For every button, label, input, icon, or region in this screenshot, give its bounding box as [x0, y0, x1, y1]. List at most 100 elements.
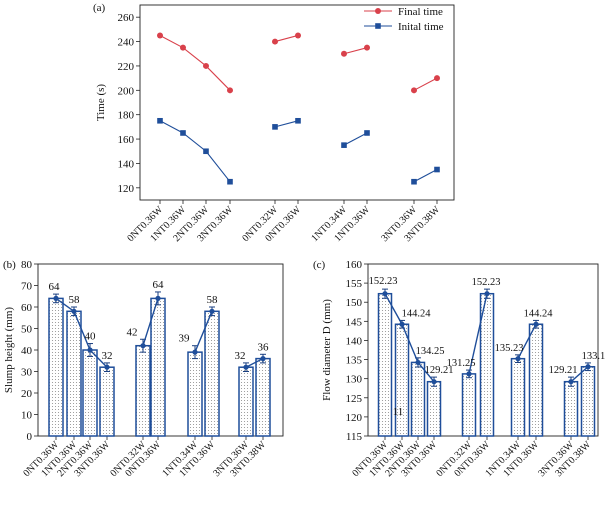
panel-c-bar	[510, 357, 526, 437]
panel-c-data-label: 129.21	[549, 365, 578, 376]
panel-a-point	[341, 142, 347, 148]
panel-c-point	[382, 291, 388, 297]
panel-a-point	[157, 32, 163, 39]
panel-b-bar	[238, 366, 254, 437]
panel-a-tag: (a)	[93, 2, 106, 14]
panel-b-data-label: 39	[179, 333, 191, 345]
panel-a-legend-label: Inital time	[398, 21, 444, 33]
panel-c-point	[515, 356, 521, 362]
panel-c-y-axis-label: Flow diameter D (mm)	[321, 299, 333, 401]
panel-b-y-tick-label: 50	[21, 324, 33, 336]
panel-c-trend-line	[384, 293, 435, 383]
panel-b-y-tick-label: 10	[21, 410, 33, 422]
panel-b-y-tick-label: 70	[21, 281, 33, 293]
panel-a-point	[272, 38, 278, 45]
panel-a-y-tick-label: 160	[118, 134, 135, 146]
panel-c-trend-line	[570, 366, 589, 383]
panel-c-point	[533, 321, 539, 327]
panel-b-y-tick-label: 20	[21, 388, 33, 400]
panel-b-data-label: 58	[69, 294, 81, 306]
panel-a-y-tick-label: 180	[118, 110, 135, 122]
panel-c-y-tick-label: 125	[346, 393, 363, 405]
panel-a-legend-marker	[375, 8, 381, 14]
panel-a-point	[411, 87, 417, 94]
panel-a-point	[227, 178, 233, 185]
panel-c-y-tick-label: 135	[346, 355, 363, 367]
panel-c-bar	[377, 292, 393, 437]
panel-a-point	[295, 32, 301, 39]
panel-a-series-line	[159, 34, 231, 91]
panel-b-point	[243, 364, 249, 370]
panel-a-y-tick-label: 120	[118, 183, 135, 195]
panel-b-point	[192, 349, 198, 355]
panel-a-series-line	[159, 120, 231, 183]
panel-b-trend-line	[142, 298, 159, 346]
panel-c-point	[585, 364, 591, 370]
panel-a-point	[364, 130, 370, 136]
panel-c-tag: (c)	[313, 259, 326, 271]
panel-c-data-label: 152.23	[472, 277, 501, 288]
panel-b-bar	[99, 366, 115, 437]
panel-b-y-tick-label: 60	[21, 302, 33, 314]
panel-b-bar	[204, 310, 220, 437]
panel-c-data-label: 134.25	[416, 346, 445, 357]
panel-b-trend-line	[245, 357, 264, 368]
panel-c-annotation: 11	[393, 406, 404, 418]
panel-c-bar-chart: 115 120 125 130 135 140 145 150 155 160 Flow diame…	[321, 259, 605, 479]
panel-b-data-label: 40	[85, 331, 97, 343]
panel-c-y-tick-label: 140	[346, 335, 363, 347]
panel-b-bar	[135, 344, 151, 437]
panel-a-series-line	[274, 120, 299, 128]
panel-c-bar	[528, 323, 544, 437]
panel-c-bar	[461, 373, 477, 437]
panel-c-bar	[394, 323, 410, 437]
panel-a-y-tick-label: 220	[118, 61, 135, 73]
panel-a-y-tick-label: 200	[118, 85, 135, 97]
panel-c-y-tick-label: 115	[346, 431, 363, 443]
panel-c-point	[466, 371, 472, 377]
panel-b-data-label: 58	[207, 294, 219, 306]
panel-a-series-line	[274, 34, 299, 43]
panel-c-bar	[580, 365, 596, 437]
panel-c-point	[484, 291, 490, 297]
panel-b-bar	[82, 349, 98, 437]
panel-b-point	[155, 295, 161, 301]
panel-a-point	[364, 44, 370, 51]
panel-b-data-label: 32	[235, 350, 246, 362]
panel-a-point	[180, 44, 186, 51]
panel-a-series-line	[413, 77, 438, 91]
panel-a-point	[295, 117, 301, 124]
panel-b-point	[53, 295, 59, 301]
panel-b-data-label: 32	[102, 350, 113, 362]
panel-c-y-tick-label: 130	[346, 374, 363, 386]
panel-b-bar	[66, 310, 82, 437]
panel-c-bar	[410, 361, 426, 437]
panel-a-y-tick-label: 260	[118, 12, 135, 24]
panel-c-point	[568, 379, 574, 385]
panel-b-point	[140, 343, 146, 349]
panel-b-data-label: 36	[258, 341, 270, 353]
panel-a-point	[411, 178, 417, 185]
panel-a-point	[203, 62, 209, 69]
panel-a-point	[180, 130, 186, 136]
panel-b-data-label: 42	[127, 326, 138, 338]
panel-c-y-tick-label: 145	[346, 316, 363, 328]
panel-b-trend-line	[55, 297, 108, 368]
panel-b-bar	[48, 297, 64, 437]
panel-a-point	[227, 87, 233, 94]
panel-b-y-tick-label: 80	[21, 259, 33, 271]
panel-c-data-label: 129.21	[425, 365, 454, 376]
panel-b-tag: (b)	[3, 259, 16, 271]
panel-a-point	[341, 50, 347, 57]
panel-c-point	[399, 321, 405, 327]
panel-c-data-label: 133.12	[582, 351, 605, 362]
panel-a-series-line	[343, 47, 368, 55]
panel-b-bar	[255, 357, 271, 437]
panel-a-point	[157, 117, 163, 124]
panel-c-trend-line	[468, 293, 488, 375]
panel-c-bar	[426, 380, 442, 437]
panel-a-y-axis-label: Time (s)	[95, 84, 107, 122]
